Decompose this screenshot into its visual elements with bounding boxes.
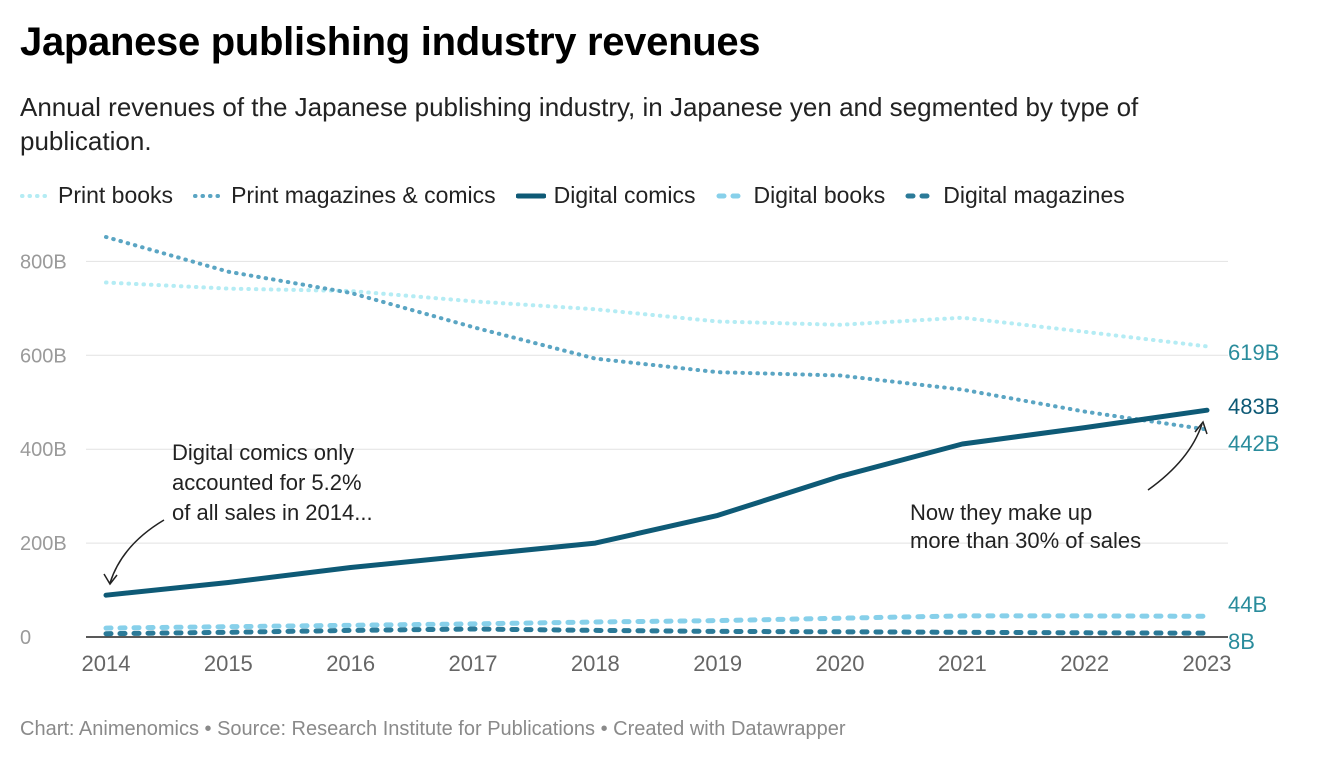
legend-item-print-magazines: Print magazines & comics [193,182,496,209]
annotation-right-arrow [1147,423,1203,491]
legend-item-digital-books: Digital books [716,182,886,209]
chart-footer: Chart: Animenomics • Source: Research In… [20,718,846,740]
annotation-right: Now they make up more than 30% of sales [910,500,1141,553]
legend-label-print-magazines: Print magazines & comics [231,182,496,208]
x-tick-label: 2015 [204,651,253,676]
legend-swatch-digital-magazines [905,193,936,198]
chart-subtitle: Annual revenues of the Japanese publishi… [20,92,1139,156]
legend-label-digital-comics: Digital comics [553,182,696,208]
legend: Print books Print magazines & comics Dig… [20,182,1145,209]
end-label-digital-books: 44B [1228,592,1267,617]
grid-lines [86,260,1228,638]
x-tick-label: 2018 [571,651,620,676]
x-tick-label: 2019 [693,651,742,676]
chart-title: Japanese publishing industry revenues [20,20,761,64]
annotation-left-arrow [109,519,165,584]
annotation-right-line-2: more than 30% of sales [910,528,1141,553]
series-lines [103,235,1210,637]
legend-swatch-digital-comics [515,193,546,198]
series-line-digital-magazines [103,626,1210,637]
series-line-digital-comics [103,407,1210,598]
y-tick-label: 600B [20,345,67,367]
x-tick-label: 2022 [1060,651,1109,676]
annotation-left-arrowhead [103,573,118,586]
annotation-left: Digital comics only accounted for 5.2% o… [172,440,373,525]
legend-label-digital-magazines: Digital magazines [943,182,1125,208]
y-tick-label: 200B [20,533,67,555]
end-labels: 619B 442B 483B 44B 8B [1228,340,1279,654]
end-label-print-books: 619B [1228,340,1279,365]
annotations: Digital comics only accounted for 5.2% o… [103,420,1208,586]
annotation-right-arrowhead [1194,420,1208,435]
y-tick-label: 800B [20,251,67,273]
annotation-left-line-2: accounted for 5.2% [172,470,362,495]
legend-swatch-print-magazines [193,193,224,198]
legend-item-digital-comics: Digital comics [515,182,696,209]
end-label-print-magazines: 442B [1228,431,1279,456]
x-tick-label: 2017 [449,651,498,676]
annotation-left-line-3: of all sales in 2014... [172,500,373,525]
x-tick-label: 2016 [326,651,375,676]
annotation-left-line-1: Digital comics only [172,440,354,465]
x-tick-label: 2023 [1183,651,1232,676]
end-label-digital-comics: 483B [1228,394,1279,419]
legend-swatch-print-books [20,193,50,198]
legend-item-print-books: Print books [20,182,173,209]
x-tick-label: 2020 [816,651,865,676]
x-tick-label: 2021 [938,651,987,676]
y-axis-ticks: 0 200B 400B 600B 800B [20,251,67,649]
annotation-right-line-1: Now they make up [910,500,1092,525]
end-label-digital-magazines: 8B [1228,629,1255,654]
x-tick-label: 2014 [82,651,131,676]
legend-item-digital-magazines: Digital magazines [905,182,1125,209]
legend-label-digital-books: Digital books [753,182,886,208]
x-axis-ticks: 2014 2015 2016 2017 2018 2019 2020 2021 2022 2023 [82,651,1232,676]
y-tick-label: 400B [20,439,67,461]
series-line-print-magazines [104,235,1209,432]
legend-swatch-digital-books [716,193,746,198]
series-line-print-books [104,280,1209,349]
legend-label-print-books: Print books [58,182,174,208]
series-line-digital-books [103,613,1210,631]
y-tick-label: 0 [20,627,31,649]
